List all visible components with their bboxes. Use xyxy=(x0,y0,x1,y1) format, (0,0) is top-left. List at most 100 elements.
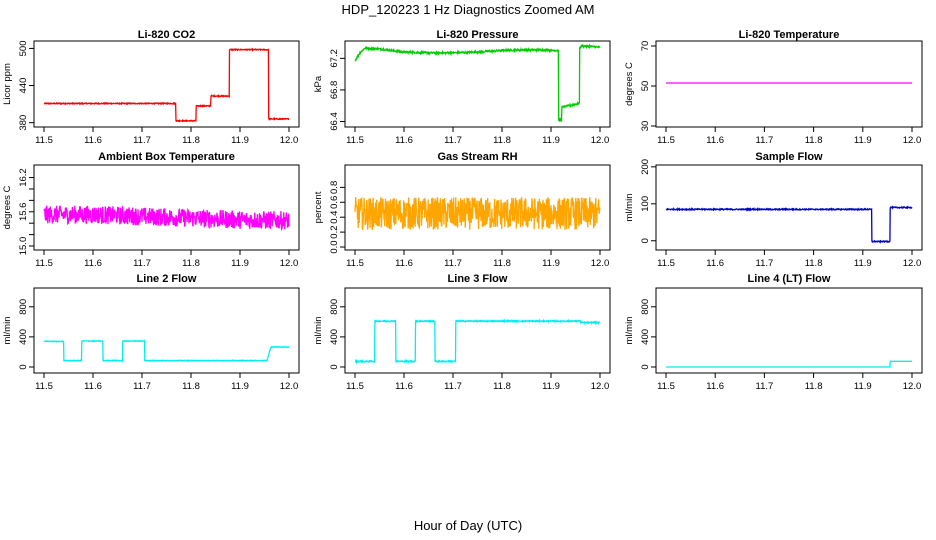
panel-title: Line 4 (LT) Flow xyxy=(748,273,831,285)
x-tick-label: 11.6 xyxy=(84,381,102,392)
y-tick-label: 0.8 xyxy=(329,181,340,194)
x-tick-label: 11.5 xyxy=(35,135,53,146)
x-tick-label: 11.6 xyxy=(706,258,724,269)
y-tick-label: 100 xyxy=(640,196,651,212)
x-tick-label: 11.8 xyxy=(493,135,511,146)
series-line xyxy=(43,204,290,232)
panel-1: Li-820 CO2 11.5 11.6 11.7 11.8 11.9 12.0 380 440… xyxy=(2,29,300,146)
x-tick-label: 11.5 xyxy=(35,381,53,392)
panel-title: Li-820 Temperature xyxy=(739,29,840,41)
series-line xyxy=(43,47,290,123)
y-axis-label: ml/min xyxy=(624,317,635,345)
x-tick-label: 12.0 xyxy=(280,135,299,146)
panel-5: Gas Stream RH 11.5 11.6 11.7 11.8 11.9 12.0 0.0… xyxy=(313,151,611,269)
x-tick-label: 11.8 xyxy=(805,135,823,146)
x-tick-label: 11.9 xyxy=(231,135,249,146)
x-tick-label: 12.0 xyxy=(280,258,299,269)
x-tick-label: 11.9 xyxy=(231,381,249,392)
x-tick-label: 11.9 xyxy=(542,381,560,392)
x-tick-label: 11.6 xyxy=(395,381,413,392)
series-line xyxy=(354,43,601,123)
y-tick-label: 400 xyxy=(640,329,651,345)
panel-2: Li-820 Pressure 11.5 11.6 11.7 11.8 11.9 12.0 6… xyxy=(313,29,611,146)
y-tick-label: 400 xyxy=(329,329,340,345)
y-tick-label: 0.2 xyxy=(329,225,340,238)
y-tick-label: 0.4 xyxy=(329,211,340,224)
plot-frame xyxy=(655,40,923,128)
y-tick-label: 66.4 xyxy=(329,112,340,131)
plot-frame xyxy=(655,164,923,251)
y-tick-label: 380 xyxy=(18,115,29,131)
y-tick-label: 50 xyxy=(640,81,651,92)
y-tick-label: 800 xyxy=(329,299,340,315)
plot-frame xyxy=(33,164,300,251)
series-line xyxy=(666,360,912,368)
x-tick-label: 11.7 xyxy=(756,381,774,392)
plot-frame xyxy=(33,40,300,128)
y-tick-label: 0 xyxy=(18,364,29,369)
x-tick-label: 11.5 xyxy=(35,258,53,269)
series-line xyxy=(665,205,913,244)
x-tick-label: 12.0 xyxy=(591,381,610,392)
y-tick-label: 200 xyxy=(640,159,651,175)
panel-9: Line 4 (LT) Flow 11.5 11.6 11.7 11.8 11.9 12.0… xyxy=(624,273,923,392)
y-tick-label: 400 xyxy=(18,329,29,345)
y-axis-label: kPa xyxy=(313,75,324,92)
x-tick-label: 11.6 xyxy=(395,135,413,146)
series-line xyxy=(354,196,601,230)
x-tick-label: 11.8 xyxy=(182,258,200,269)
series-line xyxy=(354,318,601,364)
x-tick-label: 12.0 xyxy=(903,135,922,146)
panel-title: Li-820 CO2 xyxy=(138,29,195,41)
x-tick-label: 12.0 xyxy=(280,381,299,392)
y-axis-label: percent xyxy=(313,191,324,223)
plot-frame xyxy=(344,287,611,374)
panel-8: Line 3 Flow 11.5 11.6 11.7 11.8 11.9 12.0 0 400 8… xyxy=(313,273,611,392)
plot-frame xyxy=(655,287,923,374)
page-title: HDP_120223 1 Hz Diagnostics Zoomed AM xyxy=(341,2,595,17)
x-tick-label: 11.6 xyxy=(706,381,724,392)
x-tick-label: 11.8 xyxy=(493,258,511,269)
y-tick-label: 500 xyxy=(18,40,29,56)
y-axis-label: degrees C xyxy=(624,62,635,106)
x-tick-label: 11.7 xyxy=(444,135,462,146)
x-tick-label: 11.9 xyxy=(231,258,249,269)
x-tick-label: 11.8 xyxy=(182,135,200,146)
y-tick-label: 15.6 xyxy=(18,203,29,222)
x-tick-label: 12.0 xyxy=(591,135,610,146)
y-tick-label: 0.0 xyxy=(329,240,340,253)
panel-3: Li-820 Temperature 11.5 11.6 11.7 11.8 11.9 12… xyxy=(624,29,923,146)
x-tick-label: 11.7 xyxy=(444,258,462,269)
y-axis-label: ml/min xyxy=(624,194,635,222)
x-tick-label: 11.5 xyxy=(657,381,675,392)
y-axis-label: Licor ppm xyxy=(2,63,13,105)
y-tick-label: 67.2 xyxy=(329,49,340,68)
y-tick-label: 15.0 xyxy=(18,237,29,256)
y-tick-label: 0.6 xyxy=(329,196,340,209)
x-tick-label: 11.7 xyxy=(133,258,151,269)
y-tick-label: 0 xyxy=(329,364,340,369)
y-tick-label: 70 xyxy=(640,41,651,52)
x-tick-label: 11.8 xyxy=(805,258,823,269)
plot-frame xyxy=(344,40,611,128)
x-tick-label: 11.9 xyxy=(542,258,560,269)
x-tick-label: 12.0 xyxy=(591,258,610,269)
panel-7: Line 2 Flow 11.5 11.6 11.7 11.8 11.9 12.0 0 400 8… xyxy=(2,273,300,392)
x-tick-label: 12.0 xyxy=(903,258,922,269)
y-tick-label: 30 xyxy=(640,121,651,132)
panel-6: Sample Flow 11.5 11.6 11.7 11.8 11.9 12.0 0 100 2… xyxy=(624,151,923,269)
x-tick-label: 12.0 xyxy=(903,381,922,392)
x-tick-label: 11.7 xyxy=(444,381,462,392)
y-tick-label: 16.2 xyxy=(18,168,29,187)
x-tick-label: 11.6 xyxy=(84,258,102,269)
panel-title: Line 3 Flow xyxy=(448,273,508,285)
x-tick-label: 11.8 xyxy=(182,381,200,392)
x-tick-label: 11.9 xyxy=(542,135,560,146)
plot-frame xyxy=(344,164,611,251)
x-tick-label: 11.5 xyxy=(657,258,675,269)
y-tick-label: 800 xyxy=(18,299,29,315)
panel-title: Li-820 Pressure xyxy=(437,29,519,41)
x-tick-label: 11.9 xyxy=(854,381,872,392)
panel-4: Ambient Box Temperature 11.5 11.6 11.7 11.8 1… xyxy=(2,151,300,269)
